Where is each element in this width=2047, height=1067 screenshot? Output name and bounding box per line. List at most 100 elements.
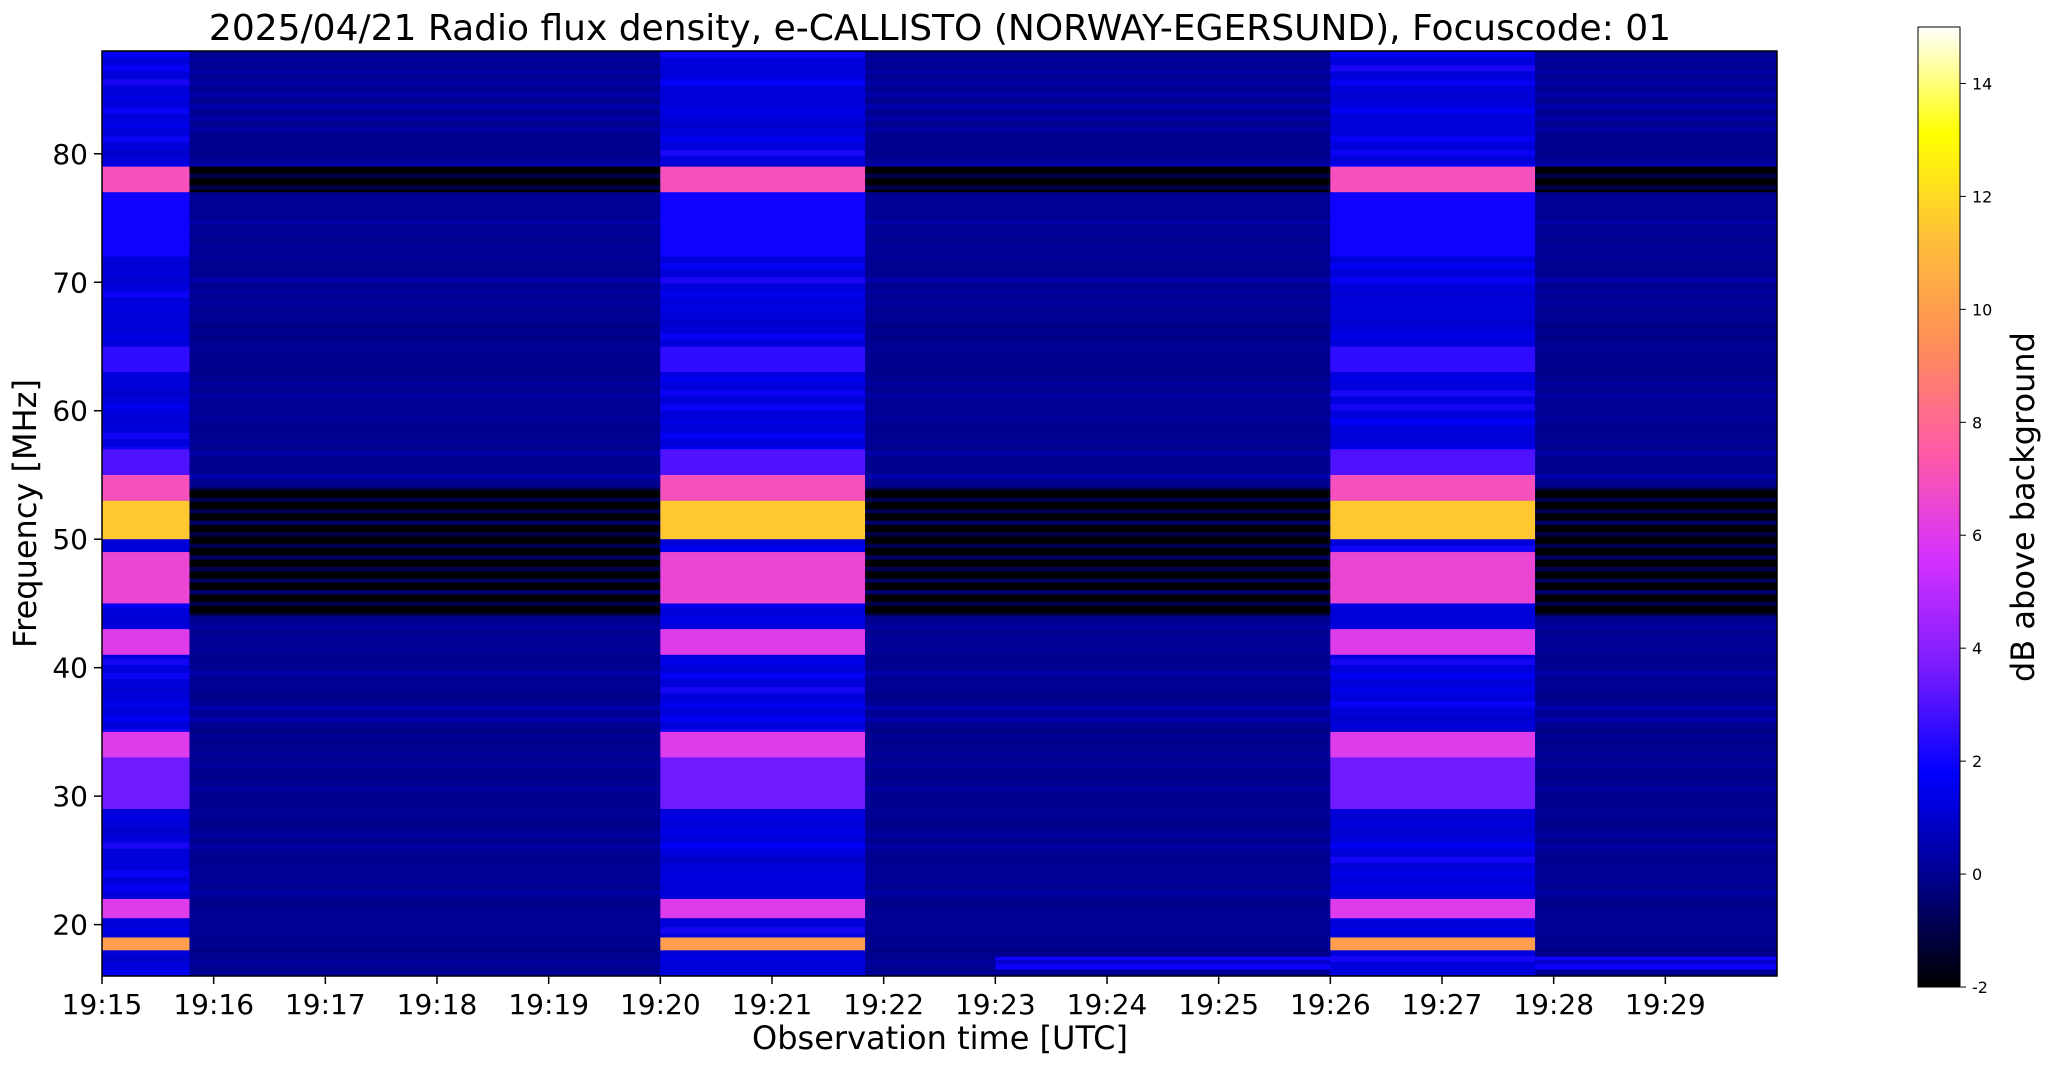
texture-line: [102, 358, 1777, 364]
calibration-band-10: [102, 898, 190, 919]
calibration-texture: [1330, 969, 1536, 976]
texture-line: [102, 566, 1777, 572]
calibration-texture: [660, 107, 866, 114]
texture-line: [102, 335, 1777, 341]
calibration-texture: [660, 616, 866, 623]
texture-line: [102, 462, 1777, 468]
calibration-texture: [660, 927, 866, 934]
texture-line: [102, 277, 1777, 283]
texture-line: [102, 231, 1777, 236]
texture-line: [102, 139, 1777, 144]
x-tick-label: 19:20: [620, 988, 701, 1021]
calibration-band-2: [102, 346, 190, 373]
texture-line: [102, 936, 1777, 942]
calibration-texture: [660, 121, 866, 129]
texture-line: [102, 740, 1777, 745]
texture-line: [102, 705, 1777, 711]
x-axis: 19:15 19:16 19:17 19:18 19:19 19:20 19:21 19:22…: [62, 976, 1706, 1021]
y-axis-label: Frequency [MHz]: [6, 379, 44, 648]
calibration-texture: [1330, 79, 1536, 86]
colorbar-tick-label: 8: [1972, 413, 1982, 432]
calibration-texture: [1330, 814, 1536, 821]
calibration-texture: [660, 672, 866, 680]
texture-line: [102, 694, 1777, 699]
texture-line: [102, 509, 1777, 514]
texture-line: [102, 601, 1777, 606]
calibration-band-3: [1330, 449, 1536, 475]
x-tick-label: 19:26: [1290, 988, 1371, 1021]
calibration-texture: [660, 955, 866, 962]
colorbar-tick-label: 2: [1972, 752, 1982, 771]
calibration-texture: [102, 856, 190, 863]
texture-line: [102, 948, 1777, 953]
plot-frame: [101, 50, 1778, 977]
calibration-texture: [1330, 884, 1536, 892]
calibration-texture: [1330, 856, 1536, 863]
colorbar: -2 0 2 4 6 8 10 12 14 dB above background: [1917, 26, 2042, 997]
calibration-texture: [1330, 418, 1536, 425]
calibration-texture: [660, 814, 866, 821]
texture-line: [102, 162, 1777, 167]
calibration-texture: [1330, 658, 1536, 666]
colorbar-tick-label: 10: [1972, 300, 1992, 319]
calibration-texture: [660, 842, 866, 849]
colorbar-tick-label: 14: [1972, 74, 1992, 93]
calibration-texture: [660, 701, 866, 708]
calibration-band-0: [660, 166, 866, 193]
calibration-texture: [1330, 65, 1536, 72]
calibration-texture: [102, 93, 190, 100]
colorbar-tick-label: 12: [1972, 187, 1992, 206]
calibration-texture: [660, 262, 866, 270]
texture-line: [102, 786, 1777, 791]
calibration-texture: [102, 828, 190, 835]
x-tick-label: 19:19: [508, 988, 589, 1021]
calibration-texture: [1330, 616, 1536, 623]
texture-line: [102, 821, 1777, 826]
texture-line: [102, 243, 1777, 248]
calibration-texture: [1330, 305, 1536, 312]
texture-line: [102, 624, 1777, 630]
calibration-texture: [1330, 262, 1536, 270]
calibration-texture: [1330, 927, 1536, 934]
calibration-texture: [102, 842, 190, 849]
calibration-texture: [660, 305, 866, 312]
calibration-band-5: [1330, 500, 1536, 540]
texture-line: [102, 393, 1777, 398]
calibration-texture: [1330, 545, 1536, 553]
calibration-texture: [660, 658, 866, 666]
y-tick-label: 20: [52, 909, 88, 942]
calibration-segment-2: [1330, 51, 1536, 976]
calibration-texture: [660, 390, 866, 397]
texture-line: [102, 104, 1777, 109]
texture-line: [102, 185, 1777, 190]
x-axis-label: Observation time [UTC]: [752, 1019, 1128, 1057]
calibration-texture: [660, 715, 866, 722]
calibration-texture: [660, 319, 866, 326]
texture-line: [102, 69, 1777, 75]
calibration-band-7: [660, 629, 866, 655]
calibration-texture: [102, 51, 190, 58]
calibration-texture: [1330, 390, 1536, 397]
texture-line: [102, 543, 1777, 549]
calibration-texture: [102, 927, 190, 934]
calibration-texture: [660, 93, 866, 100]
calibration-texture: [660, 333, 866, 341]
calibration-texture: [102, 870, 190, 878]
x-tick-label: 19:15: [62, 988, 143, 1021]
calibration-band-10: [660, 898, 866, 919]
calibration-texture: [102, 390, 190, 397]
calibration-texture: [102, 404, 190, 411]
calibration-texture: [102, 79, 190, 86]
calibration-band-2: [660, 346, 866, 373]
calibration-texture: [660, 602, 866, 609]
calibration-texture: [660, 149, 866, 157]
calibration-texture: [102, 686, 190, 694]
texture-line: [102, 370, 1777, 375]
calibration-texture: [102, 545, 190, 553]
calibration-texture: [660, 884, 866, 892]
texture-line: [102, 832, 1777, 838]
texture-line: [102, 902, 1777, 907]
calibration-texture: [1330, 333, 1536, 341]
texture-line: [102, 844, 1777, 849]
